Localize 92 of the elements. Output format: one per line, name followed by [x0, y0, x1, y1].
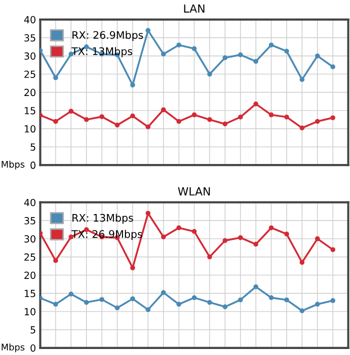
- y-axis-title: Mbps: [2, 344, 24, 352]
- point: [268, 42, 274, 48]
- legend-label: RX: 13Mbps: [72, 214, 134, 224]
- point: [330, 247, 336, 252]
- point: [315, 118, 320, 124]
- point: [192, 112, 197, 118]
- y-tick-label: 20: [24, 272, 36, 279]
- y-tick-label: 15: [24, 290, 36, 298]
- point: [238, 114, 243, 120]
- point: [253, 242, 258, 247]
- point: [315, 236, 320, 242]
- point: [207, 72, 212, 77]
- point: [330, 64, 336, 70]
- y-axis-title: Mbps: [2, 160, 24, 170]
- y-tick-label: 5: [30, 143, 36, 151]
- point: [238, 52, 243, 58]
- point: [53, 302, 58, 307]
- chart-title: WLAN: [178, 187, 210, 196]
- y-tick-label: 25: [24, 253, 36, 261]
- point: [114, 122, 120, 128]
- y-tick-label: 0: [30, 162, 36, 169]
- point: [253, 58, 258, 64]
- point: [300, 77, 304, 82]
- point: [284, 48, 290, 54]
- point: [238, 297, 243, 302]
- point: [192, 46, 197, 52]
- point: [68, 292, 74, 296]
- point: [146, 124, 150, 130]
- y-tick-label: 10: [24, 125, 36, 133]
- point: [130, 114, 136, 118]
- y-tick-label: 15: [24, 107, 36, 114]
- chart-title: LAN: [184, 4, 204, 13]
- y-tick-label: 0: [30, 344, 36, 352]
- point: [53, 75, 58, 80]
- y-tick-label: 20: [24, 88, 36, 96]
- point: [176, 118, 182, 124]
- point: [207, 254, 212, 260]
- point: [161, 234, 166, 240]
- point: [146, 28, 150, 33]
- point: [300, 260, 304, 265]
- point: [268, 295, 274, 300]
- point: [68, 108, 74, 114]
- point: [161, 290, 166, 296]
- point: [268, 225, 274, 230]
- legend-label: RX: 26.9Mbps: [72, 30, 144, 41]
- point: [207, 300, 212, 305]
- y-tick-label: 40: [24, 198, 36, 206]
- point: [222, 122, 228, 126]
- point: [222, 55, 228, 60]
- point: [300, 308, 304, 314]
- y-tick-label: 35: [24, 34, 36, 42]
- point: [207, 117, 212, 122]
- point: [192, 295, 197, 300]
- y-tick-label: 5: [30, 326, 36, 334]
- point: [238, 235, 243, 240]
- y-tick-label: 30: [24, 235, 36, 243]
- y-tick-label: 10: [24, 308, 36, 316]
- point: [222, 238, 228, 243]
- y-tick-label: 40: [24, 16, 36, 24]
- point: [114, 305, 120, 310]
- point: [330, 115, 336, 120]
- point: [176, 225, 182, 230]
- y-tick-label: 35: [24, 217, 36, 224]
- point: [268, 112, 274, 118]
- point: [284, 232, 290, 236]
- point: [176, 302, 182, 307]
- point: [176, 42, 182, 48]
- point: [130, 296, 136, 302]
- point: [253, 102, 258, 106]
- point: [315, 302, 320, 307]
- point: [99, 297, 104, 302]
- point: [130, 265, 136, 270]
- point: [146, 210, 150, 216]
- point: [146, 307, 150, 312]
- y-tick-label: 25: [24, 70, 36, 78]
- point: [192, 229, 197, 234]
- point: [84, 117, 89, 122]
- point: [161, 107, 166, 112]
- point: [130, 82, 136, 88]
- point: [84, 300, 89, 305]
- y-tick-label: 30: [24, 52, 36, 60]
- point: [330, 298, 336, 304]
- point: [284, 114, 290, 120]
- point: [222, 304, 228, 310]
- point: [315, 53, 320, 58]
- point: [300, 126, 304, 130]
- point: [284, 297, 290, 302]
- point: [53, 258, 58, 263]
- point: [253, 284, 258, 290]
- point: [99, 114, 104, 120]
- point: [161, 52, 166, 57]
- point: [53, 118, 58, 124]
